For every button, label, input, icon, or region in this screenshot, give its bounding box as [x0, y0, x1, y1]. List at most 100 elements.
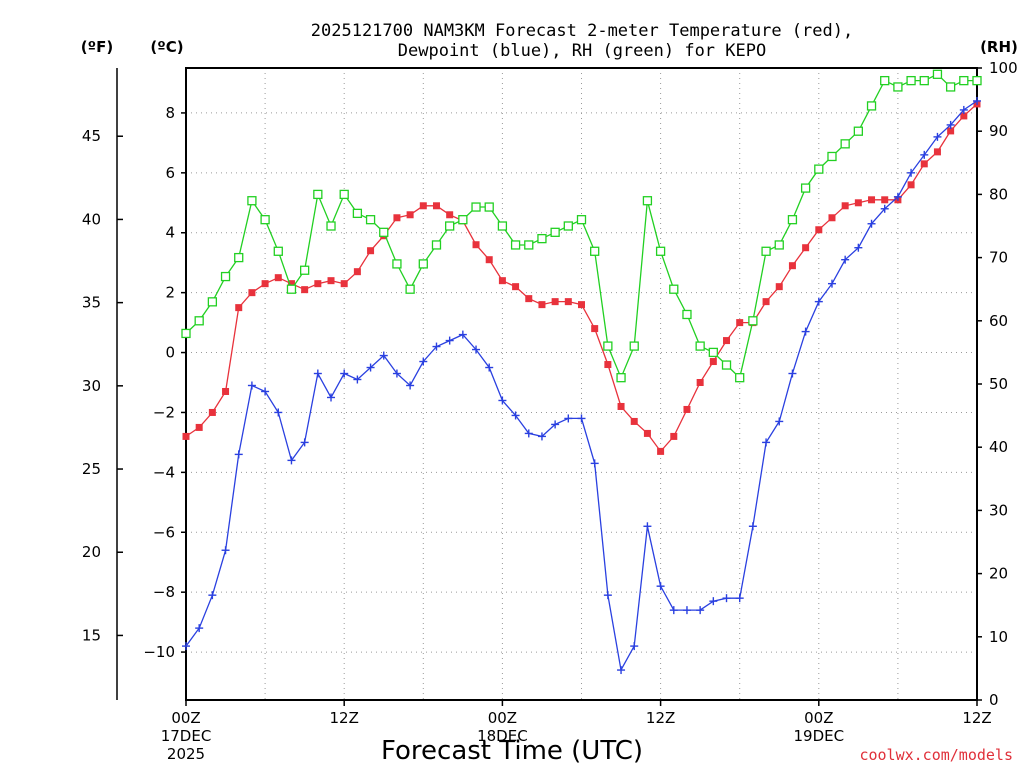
rh-point [207, 297, 218, 307]
rh-point [787, 215, 798, 225]
temperature-point [432, 202, 440, 210]
fahrenheit-tick-label: 35 [82, 294, 101, 312]
rh-tick-label: 90 [989, 122, 1008, 140]
rh-point [365, 215, 376, 225]
dewpoint-point [498, 396, 507, 405]
temperature-point [182, 432, 190, 440]
rh-point [181, 328, 191, 339]
temperature-point [353, 268, 361, 276]
temperature-point [327, 277, 335, 285]
dewpoint-point [247, 381, 256, 390]
temperature-point [788, 262, 796, 270]
rh-tick-label: 70 [989, 249, 1008, 267]
rh-point [827, 151, 837, 162]
rh-point [299, 265, 310, 275]
temperature-point [393, 214, 401, 222]
dewpoint-point [182, 642, 190, 651]
dewpoint-point [722, 594, 731, 603]
celsius-tick-label: −4 [153, 463, 175, 481]
rh-point [919, 75, 929, 86]
temperature-point [446, 211, 454, 219]
rh-point [695, 341, 705, 351]
rh-point [590, 246, 600, 256]
series-dewpoint [182, 96, 981, 675]
x-tick-label: 00Z [804, 709, 833, 727]
celsius-tick-label: 6 [165, 164, 175, 182]
rh-point [774, 240, 784, 250]
temperature-point [406, 211, 414, 219]
dewpoint-point [617, 666, 626, 675]
temperature-point [604, 361, 612, 369]
rh-point [866, 101, 877, 111]
gridlines [186, 68, 977, 700]
rh-point [445, 221, 455, 231]
dewpoint-point [920, 150, 929, 159]
dewpoint-point [392, 369, 401, 378]
rh-point [234, 252, 244, 263]
rh-point [352, 208, 363, 219]
temperature-point [696, 379, 704, 387]
dewpoint-point [959, 105, 968, 114]
fahrenheit-tick-label: 30 [82, 377, 101, 395]
temperature-point [868, 196, 876, 204]
temperature-point [287, 280, 295, 288]
temperature-point [340, 280, 348, 288]
rh-point [286, 284, 297, 294]
dewpoint-point [564, 414, 573, 423]
rh-point [510, 240, 521, 250]
dewpoint-point [261, 387, 270, 396]
celsius-tick-label: 2 [165, 284, 175, 302]
temperature-point [920, 160, 928, 168]
celsius-tick-label: 0 [165, 344, 175, 362]
rh-tick-label: 0 [989, 691, 999, 709]
rh-point [655, 246, 666, 256]
rh-point [721, 360, 732, 370]
temperature-point [933, 148, 941, 156]
dewpoint-point [379, 351, 388, 360]
dewpoint-point [313, 369, 322, 378]
dewpoint-point [208, 591, 217, 600]
rh-point [339, 189, 349, 200]
temperature-point [841, 202, 849, 210]
rh-point [959, 75, 969, 86]
dewpoint-point [630, 642, 639, 651]
temperature-point [512, 283, 520, 291]
temperature-point [723, 337, 731, 345]
dewpoint-point [551, 420, 560, 429]
dewpoint-point [814, 297, 823, 306]
dewpoint-point [669, 606, 678, 615]
rh-point [880, 75, 890, 86]
rh-point [194, 316, 204, 326]
fahrenheit-tick-label: 25 [82, 460, 101, 478]
temperature-point [775, 283, 783, 291]
temperature-point [802, 244, 810, 252]
temperature-point [248, 289, 256, 297]
temperature-point [907, 181, 915, 189]
temperature-point [736, 319, 744, 327]
temperature-point [301, 286, 309, 294]
dewpoint-point [432, 342, 441, 351]
dewpoint-point [709, 597, 718, 606]
dewpoint-point [788, 369, 797, 378]
rh-tick-label: 10 [989, 628, 1008, 646]
rh-point [260, 215, 270, 225]
dewpoint-point [577, 414, 586, 423]
rh-tick-label: 40 [989, 438, 1008, 456]
temperature-point [222, 387, 230, 395]
x-axis-label: Forecast Time (UTC) [381, 736, 643, 766]
rh-point [906, 75, 916, 86]
rh-point [497, 221, 508, 231]
fahrenheit-tick-label: 15 [82, 626, 101, 644]
rh-point [550, 227, 560, 237]
x-tick-label: 00Z [488, 709, 517, 727]
celsius-tick-label: 4 [165, 224, 175, 242]
dewpoint-point [827, 279, 836, 288]
rh-tick-label: 80 [989, 185, 1008, 203]
temperature-point [235, 304, 243, 312]
rh-point [313, 189, 323, 200]
fahrenheit-tick-label: 40 [82, 210, 101, 228]
dewpoint-point [907, 168, 916, 177]
dewpoint-point [366, 363, 375, 372]
